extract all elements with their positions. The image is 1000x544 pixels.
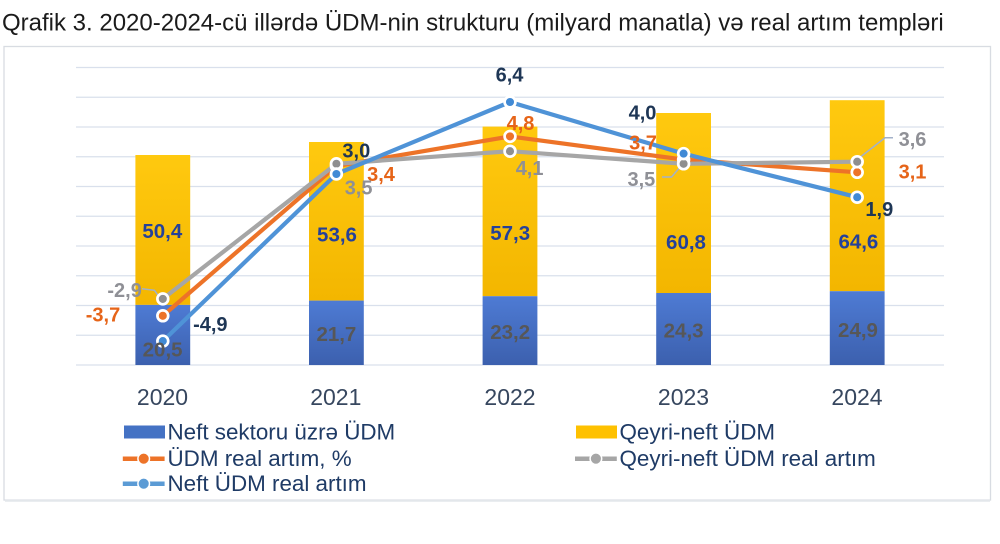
svg-text:24,9: 24,9 (838, 319, 878, 342)
svg-text:2021: 2021 (310, 384, 361, 410)
svg-text:60,8: 60,8 (666, 231, 706, 254)
svg-text:Qrafik 3. 2020-2024-cü illərdə: Qrafik 3. 2020-2024-cü illərdə ÜDM-nin s… (2, 10, 944, 37)
svg-text:Neft sektoru üzrə ÜDM: Neft sektoru üzrə ÜDM (168, 420, 396, 445)
svg-text:3,5: 3,5 (627, 169, 655, 191)
svg-text:4,1: 4,1 (516, 158, 544, 180)
svg-text:4,0: 4,0 (629, 102, 657, 124)
svg-text:24,3: 24,3 (664, 319, 704, 342)
svg-text:3,0: 3,0 (342, 140, 370, 162)
svg-text:3,5: 3,5 (345, 177, 373, 199)
svg-text:2023: 2023 (658, 384, 709, 410)
svg-text:64,6: 64,6 (838, 231, 878, 254)
svg-text:1,9: 1,9 (865, 199, 893, 221)
svg-text:3,6: 3,6 (899, 129, 927, 151)
svg-text:2020: 2020 (137, 384, 188, 410)
svg-text:21,7: 21,7 (316, 323, 356, 346)
svg-text:-4,9: -4,9 (193, 314, 227, 336)
svg-text:50,4: 50,4 (142, 220, 182, 243)
svg-text:3,7: 3,7 (629, 133, 657, 155)
svg-text:6,4: 6,4 (496, 64, 525, 86)
svg-text:-3,7: -3,7 (86, 305, 120, 327)
svg-text:20,5: 20,5 (143, 339, 183, 362)
svg-text:ÜDM real artım, %: ÜDM real artım, % (168, 446, 352, 471)
svg-text:Neft ÜDM real artım: Neft ÜDM real artım (168, 471, 367, 496)
svg-text:-2,9: -2,9 (107, 280, 141, 302)
svg-text:53,6: 53,6 (317, 223, 357, 246)
svg-text:4,8: 4,8 (507, 113, 535, 135)
svg-text:Qeyri-neft ÜDM: Qeyri-neft ÜDM (620, 420, 776, 445)
svg-text:Qeyri-neft ÜDM real artım: Qeyri-neft ÜDM real artım (620, 446, 876, 471)
svg-text:3,4: 3,4 (367, 164, 396, 186)
svg-text:3,1: 3,1 (899, 162, 927, 184)
svg-text:23,2: 23,2 (490, 321, 530, 344)
svg-text:57,3: 57,3 (490, 222, 530, 245)
svg-text:2024: 2024 (831, 384, 882, 410)
svg-text:2022: 2022 (484, 384, 535, 410)
